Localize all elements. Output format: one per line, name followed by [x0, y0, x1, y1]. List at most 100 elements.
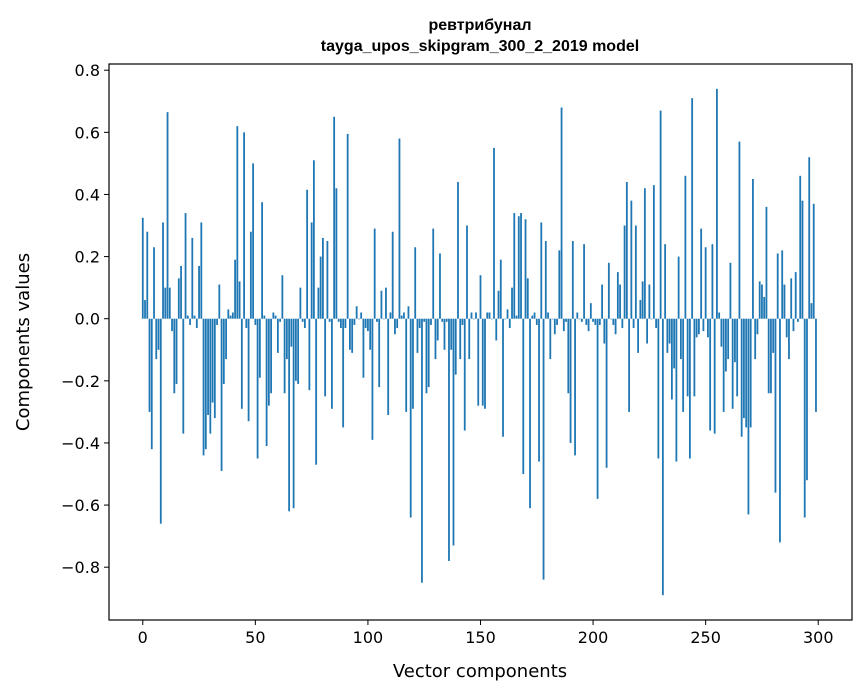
bar — [499, 259, 502, 319]
bar — [558, 250, 561, 319]
bar — [216, 318, 218, 325]
bar — [621, 318, 624, 329]
bar — [677, 256, 680, 319]
bar — [783, 284, 786, 319]
bar — [427, 318, 430, 388]
bar — [238, 281, 241, 319]
bar — [376, 318, 378, 322]
y-axis-label: Components values — [13, 253, 34, 431]
bar — [382, 318, 385, 320]
bar — [457, 182, 459, 319]
bar — [330, 318, 333, 409]
bar — [412, 318, 414, 409]
bar — [720, 318, 723, 347]
bar — [351, 318, 354, 353]
bar — [468, 318, 471, 360]
bar — [693, 318, 696, 397]
bar — [434, 318, 437, 360]
bar — [729, 262, 732, 319]
bar — [688, 318, 691, 459]
bar — [526, 278, 529, 319]
bar — [716, 88, 718, 319]
bars-group — [141, 88, 817, 596]
bar — [459, 318, 462, 360]
bar — [524, 219, 527, 319]
bar — [342, 318, 345, 428]
bar — [303, 318, 306, 329]
bar — [243, 132, 245, 319]
bar — [396, 318, 399, 329]
bar — [229, 315, 232, 319]
bar — [497, 290, 500, 319]
bar — [344, 318, 347, 329]
bar — [749, 318, 752, 428]
bar — [481, 318, 484, 406]
bar — [625, 182, 628, 319]
bar — [556, 318, 558, 325]
bar — [461, 318, 464, 325]
bar — [702, 318, 705, 332]
bar — [700, 228, 703, 319]
bar — [367, 318, 369, 332]
bar — [668, 318, 671, 344]
bar — [704, 247, 707, 319]
bar — [810, 303, 813, 319]
y-tick-label: 0.6 — [75, 123, 100, 142]
bar — [722, 318, 725, 412]
bar — [281, 275, 284, 319]
bar — [803, 318, 806, 518]
bar — [664, 244, 667, 319]
bar — [193, 315, 196, 319]
bar — [414, 247, 417, 319]
bar — [479, 275, 482, 319]
bar — [159, 318, 162, 524]
bar — [141, 217, 144, 319]
bar — [571, 241, 574, 319]
bar — [725, 318, 727, 372]
bar — [740, 318, 743, 437]
bar — [695, 318, 698, 338]
bar — [369, 318, 372, 350]
bar — [391, 231, 394, 319]
bar — [799, 175, 802, 319]
bar — [747, 318, 750, 515]
bar — [731, 318, 734, 409]
bar — [743, 318, 745, 419]
bar — [598, 318, 601, 325]
bar — [763, 296, 766, 319]
bar — [540, 222, 543, 319]
bar — [770, 318, 772, 394]
bar — [655, 318, 658, 329]
bar — [605, 318, 608, 468]
bar — [472, 318, 475, 320]
bar — [594, 318, 597, 325]
bar — [520, 213, 522, 319]
bar — [475, 312, 477, 319]
x-axis-ticks: 0 50 100 150 200 250 300 — [138, 620, 834, 647]
bar — [718, 312, 721, 319]
bar — [326, 241, 329, 319]
bar — [486, 312, 489, 319]
bar — [240, 318, 243, 409]
bar — [387, 318, 390, 415]
bar — [583, 244, 585, 319]
bar — [177, 278, 180, 319]
bar — [218, 284, 221, 319]
bar — [378, 318, 381, 388]
bar — [790, 278, 793, 319]
bar — [288, 318, 291, 512]
bar — [168, 287, 171, 319]
bar — [432, 228, 435, 319]
bar — [776, 253, 779, 319]
bar — [522, 318, 525, 475]
bar — [380, 290, 383, 319]
bar — [508, 318, 511, 329]
bar — [661, 318, 664, 596]
bar — [585, 318, 588, 325]
bar — [403, 312, 405, 319]
bar — [781, 250, 784, 319]
bar — [549, 318, 552, 360]
bar — [198, 265, 200, 319]
bar — [657, 318, 660, 459]
bar — [150, 318, 153, 450]
